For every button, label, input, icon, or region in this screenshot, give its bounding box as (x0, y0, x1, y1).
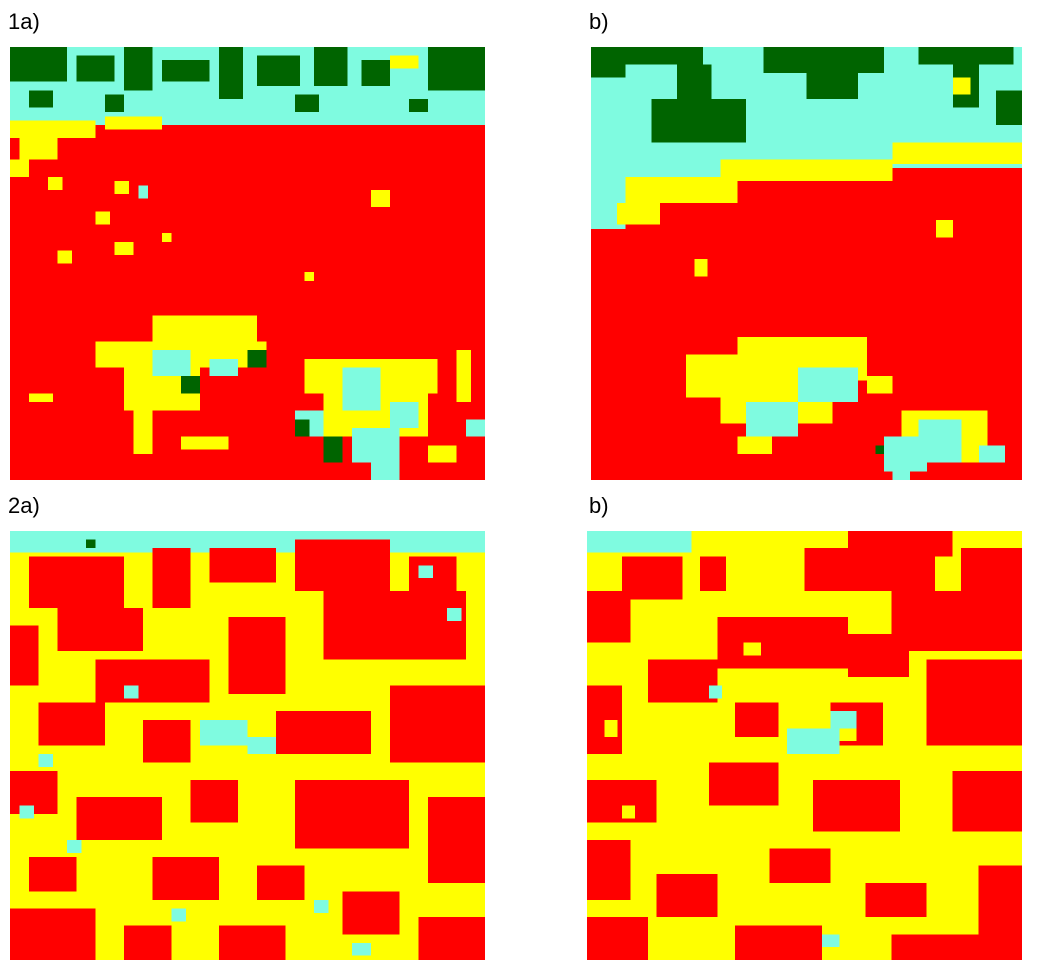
panel-label-2b: b) (589, 493, 609, 518)
classification-map-1a (10, 47, 485, 480)
panel-label-1b: b) (589, 9, 609, 34)
panel-label-2a: 2a) (8, 493, 40, 518)
classification-map-2b (587, 531, 1022, 960)
panel-label-1a: 1a) (8, 9, 40, 34)
classification-map-1b (591, 47, 1022, 480)
classification-map-2a (10, 531, 485, 960)
